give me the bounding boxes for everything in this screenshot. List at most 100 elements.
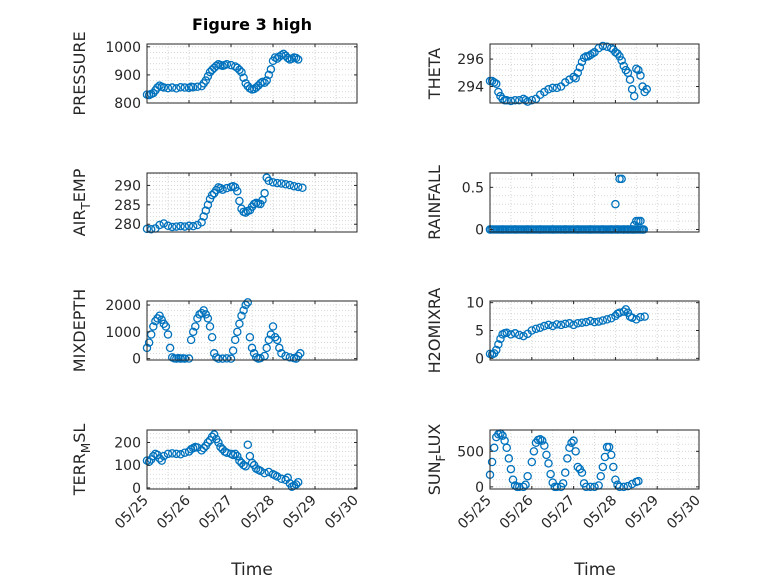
data-point: [275, 52, 284, 61]
data-point: [218, 185, 227, 194]
data-point: [163, 83, 173, 93]
data-point: [544, 459, 553, 468]
data-point: [155, 220, 164, 230]
data-point: [586, 225, 595, 234]
axes-box: [489, 429, 700, 490]
data-point: [527, 457, 537, 467]
x-tick-label: 05/29: [622, 493, 662, 533]
data-point: [272, 178, 282, 188]
data-point: [563, 454, 572, 463]
data-point: [577, 57, 587, 67]
data-point: [243, 298, 253, 307]
data-point: [214, 438, 223, 447]
data-point: [523, 97, 532, 106]
axes-box: [489, 172, 700, 233]
y-axis-label-main: AIR: [70, 210, 89, 237]
data-point: [283, 473, 292, 482]
y-axis-label: SUNFLUX: [425, 424, 448, 496]
data-point: [275, 343, 284, 353]
series-terr_msl: [142, 430, 303, 491]
data-point: [293, 55, 303, 64]
x-tick-label: 05/27: [539, 493, 579, 533]
data-point: [222, 59, 232, 69]
data-point: [203, 438, 213, 447]
x-tick-label: 05/30: [322, 493, 362, 533]
data-point: [611, 475, 620, 485]
y-axis-label-sub: F: [434, 454, 448, 461]
y-tick-label: 280: [114, 217, 141, 233]
data-point: [233, 451, 242, 461]
data-point: [487, 76, 497, 86]
data-point: [222, 354, 232, 363]
panel-theta: 294 296 THETA: [425, 41, 700, 106]
data-point: [216, 442, 225, 452]
data-point: [583, 52, 593, 61]
series-theta: [485, 41, 652, 106]
panel-pressure: 800 900 1000 PRESSURE: [70, 31, 358, 116]
data-point: [598, 41, 608, 51]
data-point: [542, 450, 551, 460]
y-axis-label-rest: LUX: [425, 424, 444, 455]
x-axis-label-right: Time: [573, 560, 616, 580]
data-point: [498, 225, 507, 234]
x-tick-label: 05/25: [455, 493, 495, 533]
data-point: [573, 462, 583, 472]
data-point: [157, 315, 166, 325]
data-point: [515, 96, 524, 105]
data-point: [496, 334, 505, 344]
data-point: [638, 225, 647, 234]
y-tick-label: 0: [475, 351, 484, 367]
data-point: [560, 319, 570, 329]
data-point: [207, 332, 217, 342]
data-point: [193, 82, 202, 91]
data-point: [529, 447, 539, 456]
data-point: [535, 434, 545, 444]
data-point: [262, 343, 271, 353]
y-tick-label: 0: [132, 352, 141, 368]
data-point: [270, 332, 280, 342]
data-point: [161, 322, 171, 331]
data-point: [216, 183, 225, 193]
data-point: [606, 314, 616, 323]
data-point: [277, 179, 286, 188]
data-point: [191, 322, 200, 331]
y-tick-label: 1000: [105, 40, 141, 56]
data-point: [199, 212, 208, 221]
data-point: [256, 353, 265, 363]
y-tick-label: 100: [114, 458, 141, 474]
series-air_temp: [142, 173, 307, 234]
data-point: [586, 50, 595, 60]
data-point: [521, 96, 530, 105]
y-tick-label: 1000: [105, 325, 141, 341]
data-point: [146, 330, 156, 339]
data-point: [260, 468, 269, 478]
data-point: [577, 468, 587, 477]
y-axis-label: TERRMSL: [70, 424, 93, 497]
data-point: [623, 225, 633, 234]
y-tick-label: 0.5: [462, 180, 484, 196]
data-point: [489, 443, 499, 453]
y-tick-label: 900: [114, 68, 141, 84]
y-axis-label: MIXDEPTH: [70, 289, 89, 372]
y-tick-label: 2000: [105, 298, 141, 314]
data-point: [590, 482, 599, 492]
panel-sun_flux: 0 500 05/25 05/26 05/27 05/28 05/29 05/30 SUNFLU…: [425, 424, 704, 533]
data-point: [163, 449, 173, 459]
data-point: [510, 96, 520, 105]
data-point: [571, 447, 580, 456]
data-point: [209, 430, 219, 439]
data-point: [201, 206, 211, 215]
data-point: [506, 464, 516, 474]
data-point: [201, 76, 211, 85]
data-point: [167, 222, 177, 232]
data-point: [519, 482, 528, 492]
data-point: [159, 319, 169, 329]
data-point: [291, 480, 301, 489]
data-point: [239, 73, 248, 82]
data-point: [613, 225, 622, 234]
data-point: [197, 308, 206, 318]
axes-box: [146, 429, 358, 490]
data-point: [296, 349, 305, 358]
data-point: [172, 222, 181, 231]
data-point: [207, 432, 217, 442]
